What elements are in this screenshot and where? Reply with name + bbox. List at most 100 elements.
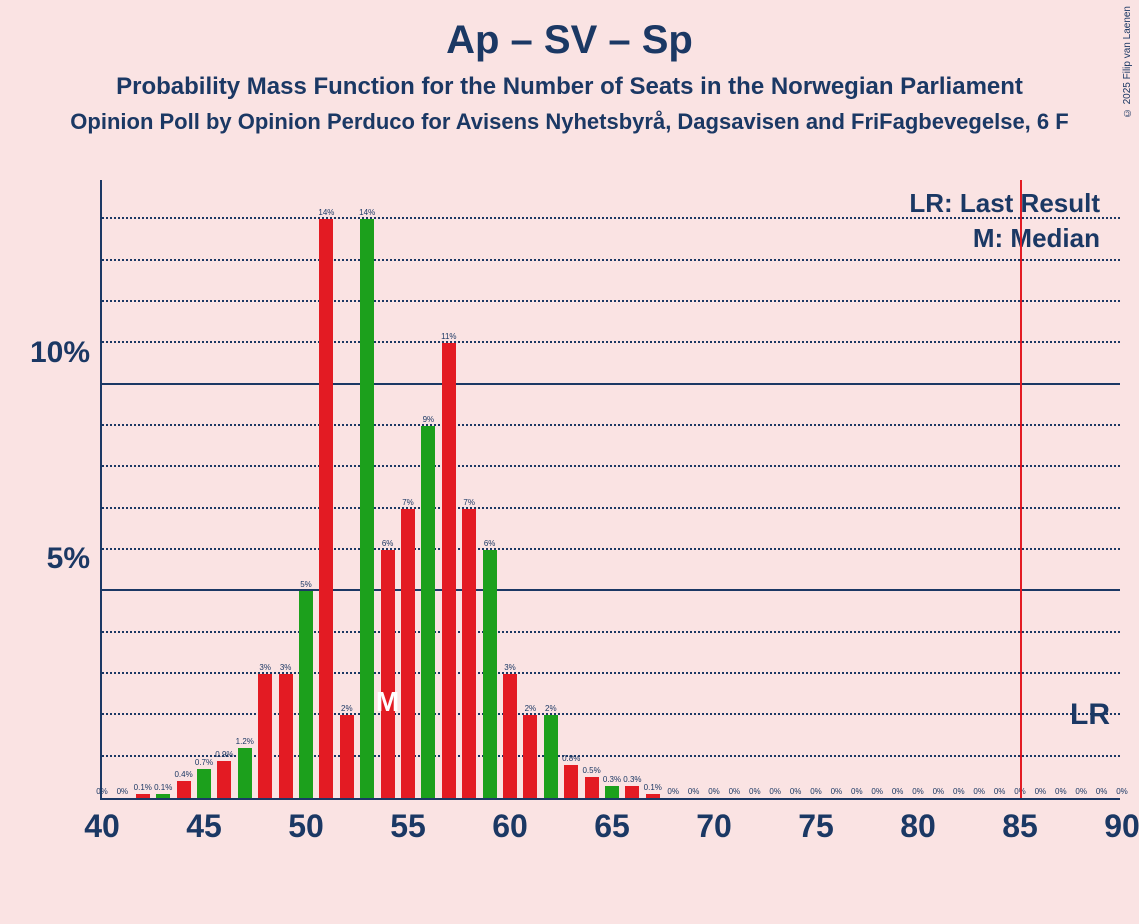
bar-value-label: 2%: [341, 704, 353, 715]
bar-value-label: 0%: [994, 787, 1006, 798]
bar: 9%: [421, 426, 435, 798]
bar: 7%: [462, 509, 476, 798]
x-axis-label: 85: [1002, 798, 1038, 845]
x-axis-label: 75: [798, 798, 834, 845]
gridline-minor: [102, 341, 1120, 343]
bar-value-label: 0%: [790, 787, 802, 798]
bar-value-label: 11%: [441, 332, 456, 343]
bar: 2%: [544, 715, 558, 798]
bar: 0.4%: [177, 781, 191, 798]
bar: 0.5%: [585, 777, 599, 798]
bar-value-label: 2%: [525, 704, 537, 715]
bar: 0.9%: [217, 761, 231, 798]
bar: 14%: [360, 219, 374, 798]
bar-value-label: 0%: [667, 787, 679, 798]
bar-value-label: 5%: [300, 580, 312, 591]
bar-value-label: 0%: [871, 787, 883, 798]
lr-marker-label: LR: [1070, 698, 1110, 732]
gridline-minor: [102, 507, 1120, 509]
gridline-minor: [102, 465, 1120, 467]
bar: 0.1%: [136, 794, 150, 798]
gridline-minor: [102, 631, 1120, 633]
bar-value-label: 9%: [423, 415, 435, 426]
bar-value-label: 14%: [359, 208, 375, 219]
bar-value-label: 0%: [831, 787, 843, 798]
legend-lr: LR: Last Result: [909, 188, 1100, 219]
gridline-minor: [102, 217, 1120, 219]
bar: 0.8%: [564, 765, 578, 798]
x-axis-label: 65: [594, 798, 630, 845]
x-axis-label: 40: [84, 798, 120, 845]
bar-value-label: 0%: [1035, 787, 1047, 798]
subtitle: Probability Mass Function for the Number…: [0, 73, 1139, 101]
bar: 3%: [503, 674, 517, 798]
bar: 6%: [483, 550, 497, 798]
main-title: Ap – SV – Sp: [0, 18, 1139, 63]
bar-value-label: 0.5%: [582, 766, 600, 777]
gridline-minor: [102, 713, 1120, 715]
bar: 3%: [258, 674, 272, 798]
gridline-minor: [102, 300, 1120, 302]
bar: 2%: [523, 715, 537, 798]
bar: 0.3%: [605, 786, 619, 798]
bar-value-label: 3%: [280, 663, 292, 674]
bar-value-label: 0%: [708, 787, 720, 798]
x-axis-label: 90: [1104, 798, 1139, 845]
bar-value-label: 0%: [973, 787, 985, 798]
bar-value-label: 0%: [688, 787, 700, 798]
bar-value-label: 0.8%: [562, 754, 580, 765]
title-block: Ap – SV – Sp Probability Mass Function f…: [0, 0, 1139, 135]
bar-value-label: 0%: [1055, 787, 1067, 798]
bar-value-label: 0%: [1116, 787, 1128, 798]
bar-value-label: 0.9%: [215, 750, 233, 761]
bar-value-label: 0%: [912, 787, 924, 798]
x-axis-label: 45: [186, 798, 222, 845]
gridline-minor: [102, 755, 1120, 757]
y-axis-label: 5%: [47, 542, 102, 576]
bar: 7%: [401, 509, 415, 798]
last-result-line: [1020, 180, 1022, 798]
bar: 0.7%: [197, 769, 211, 798]
bar-value-label: 0%: [769, 787, 781, 798]
gridline-minor: [102, 424, 1120, 426]
bar-value-label: 0%: [729, 787, 741, 798]
gridline-major: [102, 383, 1120, 385]
bar-value-label: 0%: [1096, 787, 1108, 798]
bar-value-label: 0%: [1075, 787, 1087, 798]
bar: 3%: [279, 674, 293, 798]
bar: 11%: [442, 343, 456, 798]
x-axis-label: 80: [900, 798, 936, 845]
bar: 6%: [381, 550, 395, 798]
bar-value-label: 7%: [463, 498, 475, 509]
gridline-major: [102, 589, 1120, 591]
bar-value-label: 0.1%: [134, 783, 152, 794]
copyright-notice: © 2025 Filip van Laenen: [1122, 6, 1133, 118]
bar: 0.1%: [646, 794, 660, 798]
bar-value-label: 0.4%: [174, 770, 192, 781]
bar-value-label: 2%: [545, 704, 557, 715]
bar-value-label: 14%: [318, 208, 334, 219]
bar-value-label: 6%: [484, 539, 496, 550]
legend-median: M: Median: [909, 223, 1100, 254]
legend: LR: Last Result M: Median: [909, 188, 1100, 258]
bar-value-label: 0.3%: [623, 775, 641, 786]
bar-value-label: 3%: [504, 663, 516, 674]
bar-value-label: 0%: [892, 787, 904, 798]
bar: 2%: [340, 715, 354, 798]
gridline-minor: [102, 259, 1120, 261]
bar: 14%: [319, 219, 333, 798]
bar-value-label: 3%: [259, 663, 271, 674]
bar-value-label: 0%: [810, 787, 822, 798]
bar-value-label: 0%: [96, 787, 108, 798]
x-axis-label: 60: [492, 798, 528, 845]
bar: 1.2%: [238, 748, 252, 798]
bar-value-label: 0%: [851, 787, 863, 798]
x-axis-label: 70: [696, 798, 732, 845]
bar: 5%: [299, 591, 313, 798]
bar-value-label: 0%: [953, 787, 965, 798]
y-axis-label: 10%: [30, 336, 102, 370]
gridline-minor: [102, 548, 1120, 550]
bar: 0.1%: [156, 794, 170, 798]
bar-value-label: 0.1%: [644, 783, 662, 794]
x-axis-label: 50: [288, 798, 324, 845]
